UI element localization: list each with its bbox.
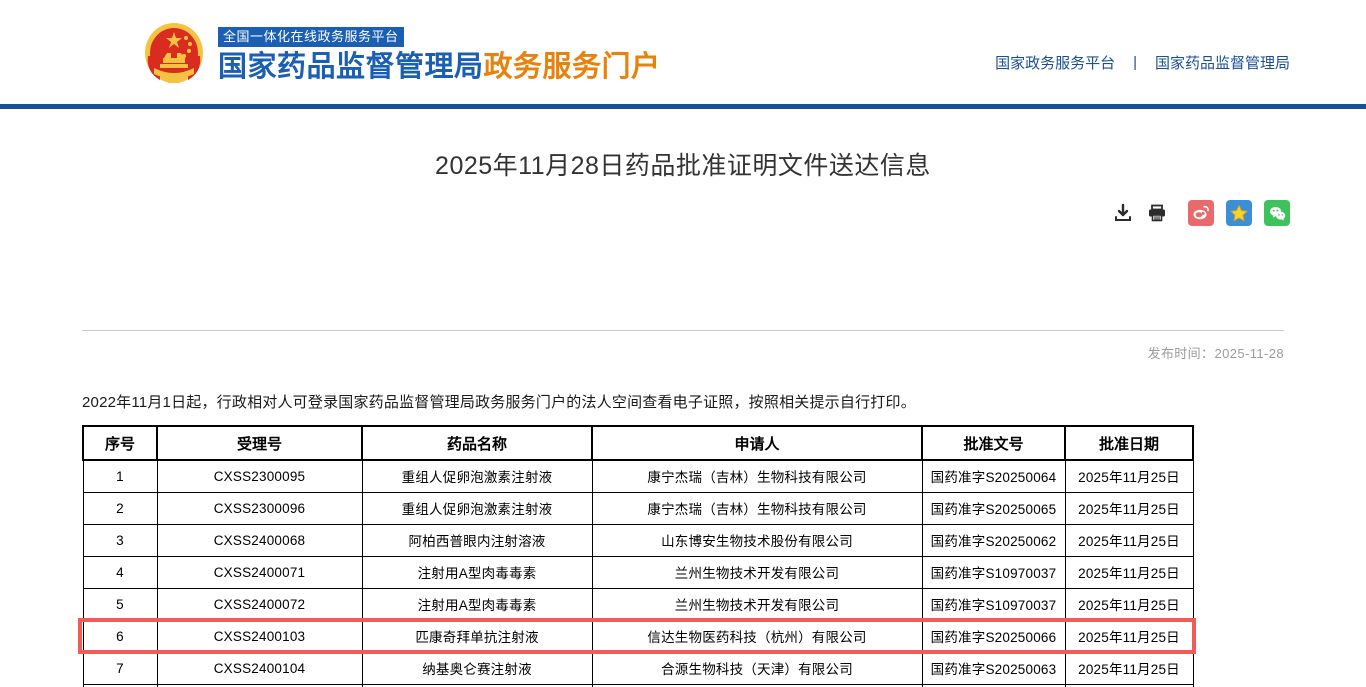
- approval-table-wrapper: 序号 受理号 药品名称 申请人 批准文号 批准日期 1 CXSS2300095 …: [78, 425, 1196, 687]
- weibo-share-icon[interactable]: [1188, 200, 1214, 226]
- cell-applicant: 兰州生物技术开发有限公司: [591, 587, 923, 621]
- cell-index: 3: [82, 523, 158, 557]
- cell-acceptance-no: CXSS2300095: [156, 459, 363, 493]
- approval-table-body: 1 CXSS2300095 重组人促卵泡激素注射液 康宁杰瑞（吉林）生物科技有限…: [82, 459, 1194, 687]
- cell-acceptance-no: CXSS2400103: [156, 619, 363, 653]
- cell-index: 7: [82, 651, 158, 685]
- cell-drug-name: 注射用A型肉毒毒素: [361, 555, 593, 589]
- column-header-approval-no: 批准文号: [921, 425, 1066, 461]
- approval-table: 序号 受理号 药品名称 申请人 批准文号 批准日期 1 CXSS2300095 …: [82, 425, 1194, 687]
- cell-approval-no: 国药准字S20250062: [921, 523, 1066, 557]
- print-icon[interactable]: [1146, 202, 1168, 224]
- cell-acceptance-no: CXSS2400071: [156, 555, 363, 589]
- nav-link-nmpa[interactable]: 国家药品监督管理局: [1154, 55, 1290, 72]
- table-row: 5 CXSS2400072 注射用A型肉毒毒素 兰州生物技术开发有限公司 国药准…: [82, 587, 1194, 621]
- table-row: 4 CXSS2400071 注射用A型肉毒毒素 兰州生物技术开发有限公司 国药准…: [82, 555, 1194, 589]
- china-national-emblem-icon: [140, 20, 208, 90]
- table-row: 2 CXSS2300096 重组人促卵泡激素注射液 康宁杰瑞（吉林）生物科技有限…: [82, 491, 1194, 525]
- cell-acceptance-no: CXSS2400104: [156, 651, 363, 685]
- brand-title-portal: 政务服务门户: [483, 50, 661, 83]
- table-header-row: 序号 受理号 药品名称 申请人 批准文号 批准日期: [82, 425, 1194, 461]
- intro-paragraph: 2022年11月1日起，行政相对人可登录国家药品监督管理局政务服务门户的法人空间…: [82, 394, 916, 411]
- cell-approval-no: 国药准字S10970037: [921, 555, 1066, 589]
- cell-drug-name: 阿柏西普眼内注射溶液: [361, 523, 593, 557]
- header-nav: 国家政务服务平台 | 国家药品监督管理局: [995, 52, 1290, 73]
- article-toolbar: [0, 200, 1366, 242]
- table-row: 3 CXSS2400068 阿柏西普眼内注射溶液 山东博安生物技术股份有限公司 …: [82, 523, 1194, 557]
- cell-applicant: 康宁杰瑞（吉林）生物科技有限公司: [591, 491, 923, 525]
- site-header: 全国一体化在线政务服务平台 国家药品监督管理局政务服务门户 国家政务服务平台 |…: [0, 0, 1366, 109]
- cell-approval-no: 国药准字S20250065: [921, 491, 1066, 525]
- nav-link-national-platform[interactable]: 国家政务服务平台: [995, 55, 1116, 72]
- brand-title-agency: 国家药品监督管理局: [218, 50, 484, 83]
- platform-tag: 全国一体化在线政务服务平台: [218, 26, 404, 47]
- column-header-approval-date: 批准日期: [1064, 425, 1194, 461]
- cell-index: 6: [82, 619, 158, 653]
- cell-approval-date: 2025年11月25日: [1064, 555, 1194, 589]
- cell-index: 2: [82, 491, 158, 525]
- cell-approval-date: 2025年11月25日: [1064, 523, 1194, 557]
- column-header-acceptance: 受理号: [156, 425, 363, 461]
- download-icon[interactable]: [1112, 202, 1134, 224]
- cell-approval-date: 2025年11月25日: [1064, 619, 1194, 653]
- nav-separator: |: [1133, 54, 1137, 71]
- cell-approval-no: 国药准字S20250063: [921, 651, 1066, 685]
- column-header-drug-name: 药品名称: [361, 425, 593, 461]
- cell-approval-date: 2025年11月25日: [1064, 459, 1194, 493]
- publish-time: 发布时间：2025-11-28: [1147, 346, 1284, 361]
- cell-approval-date: 2025年11月25日: [1064, 683, 1194, 687]
- cell-applicant: 山东博安生物技术股份有限公司: [591, 523, 923, 557]
- cell-drug-name: 注射用A型肉毒毒素: [361, 587, 593, 621]
- qzone-share-icon[interactable]: [1226, 200, 1252, 226]
- brand-title: 国家药品监督管理局政务服务门户: [218, 50, 661, 84]
- brand-block[interactable]: 全国一体化在线政务服务平台 国家药品监督管理局政务服务门户: [140, 20, 661, 90]
- cell-applicant: 康宁杰瑞（吉林）生物科技有限公司: [591, 459, 923, 493]
- cell-approval-date: 2025年11月25日: [1064, 491, 1194, 525]
- cell-drug-name: 重组人促卵泡激素注射液: [361, 491, 593, 525]
- cell-acceptance-no: CXSS2400068: [156, 523, 363, 557]
- cell-approval-no: 国药准字S20250066: [921, 619, 1066, 653]
- cell-approval-no: 国药准字S10970037: [921, 587, 1066, 621]
- table-row: 8 CXZS2500003 苓桂术甘汤颗粒 湖南易能生物医药有限公司 国药准字C…: [82, 683, 1194, 687]
- cell-approval-date: 2025年11月25日: [1064, 587, 1194, 621]
- cell-approval-no: 国药准字S20250064: [921, 459, 1066, 493]
- column-header-applicant: 申请人: [591, 425, 923, 461]
- cell-acceptance-no: CXSS2400072: [156, 587, 363, 621]
- table-row: 1 CXSS2300095 重组人促卵泡激素注射液 康宁杰瑞（吉林）生物科技有限…: [82, 459, 1194, 493]
- column-header-index: 序号: [82, 425, 158, 461]
- cell-applicant: 兰州生物技术开发有限公司: [591, 555, 923, 589]
- cell-drug-name: 纳基奥仑赛注射液: [361, 651, 593, 685]
- table-row-highlighted: 6 CXSS2400103 匹康奇拜单抗注射液 信达生物医药科技（杭州）有限公司…: [82, 619, 1194, 653]
- cell-index: 4: [82, 555, 158, 589]
- cell-drug-name: 重组人促卵泡激素注射液: [361, 459, 593, 493]
- cell-drug-name: 匹康奇拜单抗注射液: [361, 619, 593, 653]
- table-row: 7 CXSS2400104 纳基奥仑赛注射液 合源生物科技（天津）有限公司 国药…: [82, 651, 1194, 685]
- cell-acceptance-no: CXSS2300096: [156, 491, 363, 525]
- wechat-share-icon[interactable]: [1264, 200, 1290, 226]
- cell-approval-date: 2025年11月25日: [1064, 651, 1194, 685]
- cell-index: 1: [82, 459, 158, 493]
- cell-index: 5: [82, 587, 158, 621]
- article: 2025年11月28日药品批准证明文件送达信息: [0, 109, 1366, 687]
- content-divider: [82, 330, 1284, 331]
- cell-applicant: 信达生物医药科技（杭州）有限公司: [591, 619, 923, 653]
- page-title: 2025年11月28日药品批准证明文件送达信息: [435, 152, 931, 180]
- cell-applicant: 合源生物科技（天津）有限公司: [591, 651, 923, 685]
